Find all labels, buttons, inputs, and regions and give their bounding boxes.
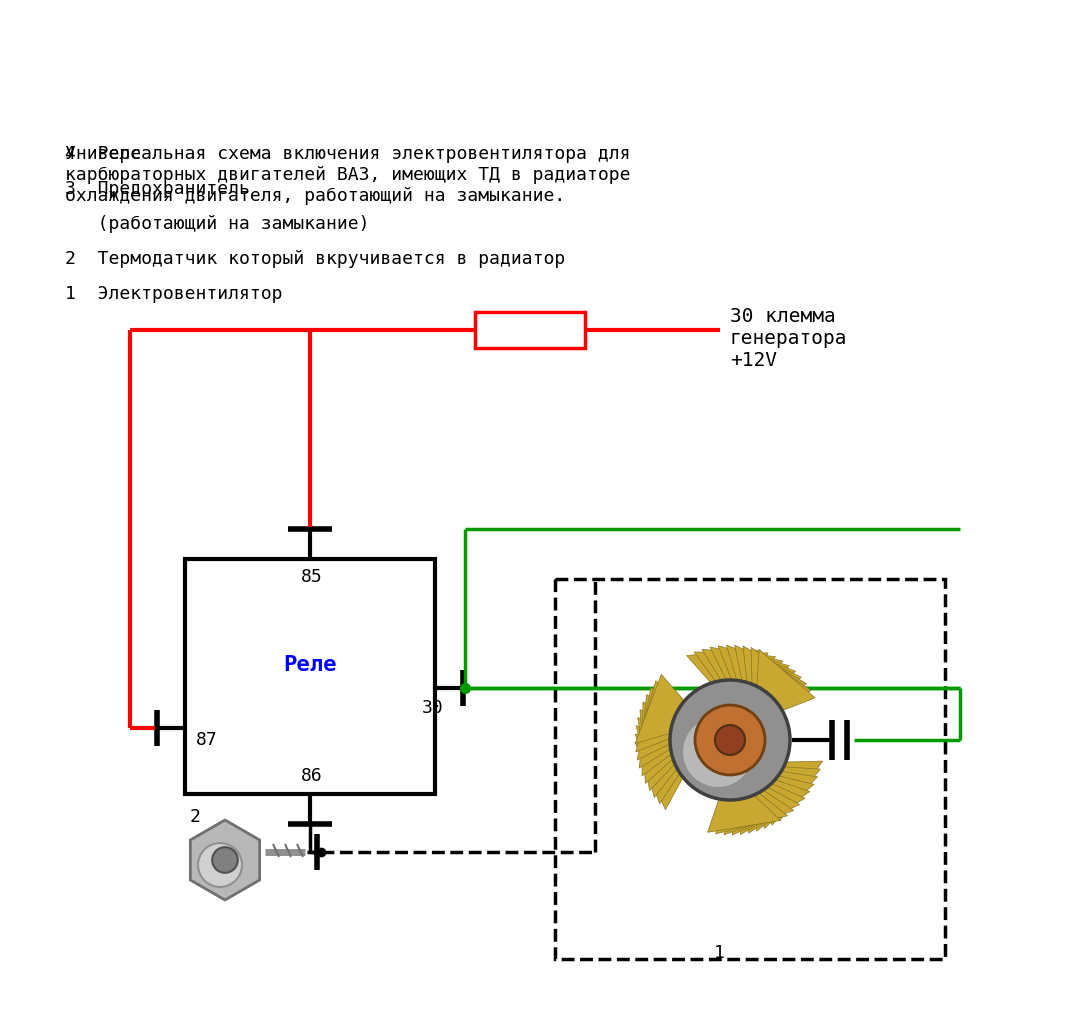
Polygon shape [639,694,689,768]
Polygon shape [642,702,687,776]
Circle shape [198,843,242,887]
Text: 2  Термодатчик который вкручивается в радиатор: 2 Термодатчик который вкручивается в рад… [65,250,565,268]
Polygon shape [751,769,818,828]
Text: Реле: Реле [283,655,337,675]
Polygon shape [718,646,789,702]
Polygon shape [687,650,760,696]
Text: 30: 30 [422,699,444,717]
Polygon shape [727,645,796,704]
Polygon shape [724,781,794,834]
Polygon shape [635,734,689,804]
Polygon shape [694,652,768,697]
Text: Универсальная схема включения электровентилятора для
карбюраторных двигателей ВА: Универсальная схема включения электровен… [65,145,631,205]
Text: 1  Электровентилятор: 1 Электровентилятор [65,285,283,303]
Text: 3  Предохранитель: 3 Предохранитель [65,180,249,198]
Polygon shape [743,646,807,710]
Circle shape [696,705,765,775]
Polygon shape [636,725,688,797]
Polygon shape [732,779,799,835]
Text: (работающий на замыкание): (работающий на замыкание) [65,215,369,233]
Polygon shape [743,775,810,833]
Polygon shape [707,783,781,832]
Polygon shape [190,820,259,900]
Text: 30 клемма
генератора
+12V: 30 клемма генератора +12V [730,307,848,369]
Polygon shape [710,647,783,700]
Text: 1: 1 [714,944,725,962]
Bar [185,559,435,794]
Polygon shape [756,650,815,716]
Polygon shape [637,717,687,791]
Polygon shape [757,761,823,821]
Polygon shape [635,743,691,809]
Text: 86: 86 [301,767,323,785]
Text: 2: 2 [190,808,201,826]
Circle shape [670,680,789,800]
Text: 4  Реле: 4 Реле [65,145,141,163]
Polygon shape [734,645,801,707]
Bar [475,312,585,348]
Circle shape [715,725,745,755]
Polygon shape [702,649,775,698]
Polygon shape [640,709,686,783]
Polygon shape [740,777,805,834]
Bar [555,579,945,959]
Polygon shape [635,674,694,744]
Polygon shape [754,766,821,825]
Polygon shape [747,772,814,831]
Circle shape [212,848,238,873]
Polygon shape [636,681,692,752]
Text: 85: 85 [301,568,323,586]
Polygon shape [751,648,811,713]
Circle shape [683,717,753,787]
Text: 87: 87 [197,732,218,750]
Polygon shape [637,687,690,760]
Polygon shape [716,782,787,833]
